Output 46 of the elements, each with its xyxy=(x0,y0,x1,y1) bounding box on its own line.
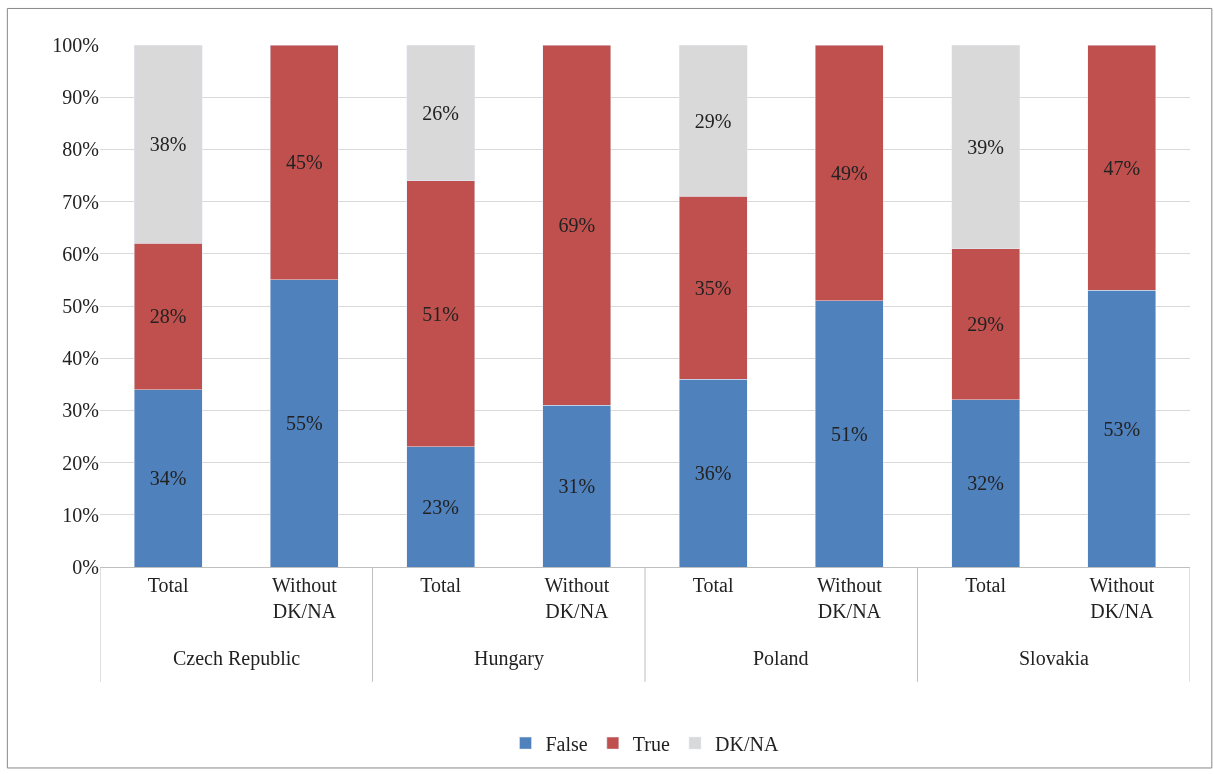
text: Slovakia xyxy=(1019,647,1090,669)
data-label: 49% xyxy=(831,161,868,184)
y-tick-label: 10% xyxy=(62,503,99,526)
data-label: 51% xyxy=(831,422,868,445)
x-tick-label: Without DK/NA xyxy=(1089,574,1155,622)
y-tick-label: 40% xyxy=(62,347,99,370)
y-tick-label: 20% xyxy=(62,451,99,474)
data-label: 45% xyxy=(286,151,323,174)
y-tick-label: 60% xyxy=(62,242,99,265)
data-label: 34% xyxy=(149,467,187,490)
data-label: 38% xyxy=(149,133,187,156)
data-label: 29% xyxy=(694,109,732,132)
data-label: 36% xyxy=(694,462,732,485)
data-label: 35% xyxy=(694,276,732,299)
legend-label: True xyxy=(632,732,671,755)
x-tick-label: Total xyxy=(147,574,189,596)
x-tick-label: Without DK/NA xyxy=(272,574,338,622)
y-tick-label: 70% xyxy=(62,190,99,213)
y-tick-label: 0% xyxy=(72,556,99,578)
data-label: 55% xyxy=(286,412,323,435)
y-tick-label: 90% xyxy=(62,86,99,109)
y-tick-label: 80% xyxy=(62,138,99,161)
x-tick-label: Total xyxy=(692,574,734,596)
data-label: 26% xyxy=(422,101,459,124)
x-tick-label: Without DK/NA xyxy=(817,574,883,622)
legend-label: DK/NA xyxy=(715,732,779,755)
text: Czech Republic xyxy=(173,647,301,670)
data-label: 51% xyxy=(422,302,459,325)
x-tick-label: Total xyxy=(420,574,462,596)
data-label: 28% xyxy=(149,305,187,328)
data-label: 31% xyxy=(558,475,596,498)
data-label: 32% xyxy=(967,472,1004,495)
x-tick-label: Without DK/NA xyxy=(544,574,610,622)
text: Hungary xyxy=(474,647,544,670)
y-tick-label: 50% xyxy=(62,295,99,317)
data-label: 53% xyxy=(1103,417,1141,440)
y-tick-label: 30% xyxy=(62,399,99,422)
data-label: 69% xyxy=(558,214,596,237)
text: Poland xyxy=(753,647,809,669)
data-label: 47% xyxy=(1103,156,1141,179)
y-tick-label: 100% xyxy=(52,34,99,56)
x-tick-label: Total xyxy=(965,574,1007,596)
data-label: 23% xyxy=(422,495,459,518)
data-label: 29% xyxy=(967,313,1004,336)
data-label: 39% xyxy=(967,135,1004,158)
legend-label: False xyxy=(545,732,588,755)
